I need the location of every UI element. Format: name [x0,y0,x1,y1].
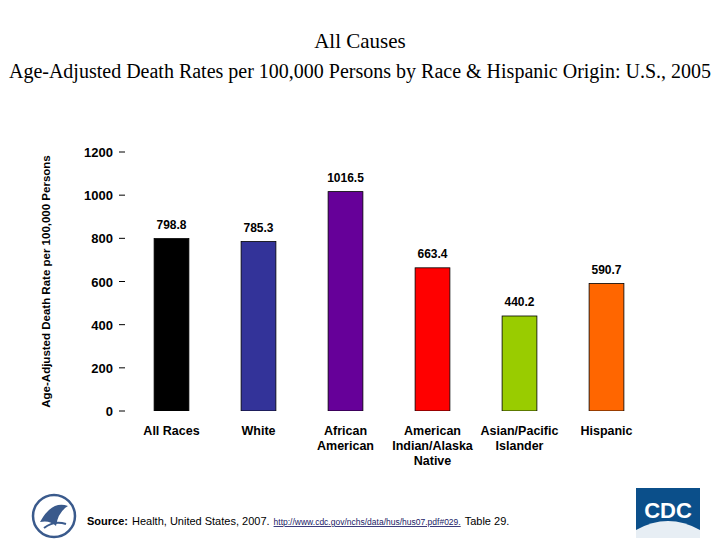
source-text: Health, United States, 2007. [132,515,270,527]
x-tick-label: All Races [143,424,199,438]
y-tick-label: 400 [91,318,113,333]
bar [589,284,624,411]
x-tick-label-line: African [324,424,367,438]
x-tick-label-line: Islander [496,439,544,453]
y-ticks: 0 200 400 600 800 1000 1200 [84,145,125,419]
y-tick [119,367,125,368]
hhs-ring [33,495,75,537]
source-label: Source: [87,515,128,527]
y-tick [119,281,125,282]
title: All Causes [314,29,406,53]
subtitle: Age-Adjusted Death Rates per 100,000 Per… [9,60,711,83]
x-tick-label: White [241,424,275,438]
y-tick [119,238,125,239]
y-tick-label: 200 [91,361,113,376]
cdc-logo: CDC [636,488,700,538]
x-tick-label-line: Asian/Pacific [481,424,559,438]
x-tick-label-line: All Races [143,424,199,438]
x-tick-label-line: American [317,439,374,453]
data-label: 663.4 [417,247,447,261]
data-label: 798.8 [156,218,186,232]
subtitle-line: Age-Adjusted Death Rates per 100,000 Per… [9,60,711,83]
chart: All Causes Age-Adjusted Death Rates per 1… [0,0,720,540]
y-tick-label: 600 [91,275,113,290]
cdc-box [636,488,700,538]
y-tick-label: 1000 [84,188,113,203]
data-label: 1016.5 [327,171,364,185]
hhs-logo [33,495,75,537]
bars [154,192,624,411]
cdc-swoosh [636,521,700,538]
y-tick [119,195,125,196]
x-tick-label-line: Native [414,454,452,468]
x-tick-label: AmericanIndian/AlaskaNative [392,424,474,468]
bar [241,242,276,411]
data-label: 785.3 [243,221,273,235]
page: {"chart_data": {"type": "bar", "title": … [0,0,720,540]
source-note: Table 29. [465,515,510,527]
y-tick [119,152,125,153]
cdc-logo-text: CDC [644,498,692,523]
y-tick [119,411,125,412]
data-label: 440.2 [504,295,534,309]
bar [502,316,537,411]
x-tick-label-line: American [404,424,461,438]
data-label: 590.7 [591,263,621,277]
x-tick-label-line: White [241,424,275,438]
x-tick-label: AfricanAmerican [317,424,374,453]
x-labels: All RacesWhiteAfricanAmericanAmericanInd… [143,424,632,468]
source-url: http://www.cdc.gov/nchs/data/hus/hus07.p… [274,517,461,527]
x-tick-label-line: Hispanic [580,424,632,438]
data-labels: 798.8 785.3 1016.5 663.4 440.2 590.7 [156,171,621,309]
bar [328,192,363,411]
y-tick [119,324,125,325]
y-axis-label: Age-Adjusted Death Rate per 100,000 Pers… [40,155,52,407]
bar [415,268,450,411]
y-tick-label: 1200 [84,145,113,160]
hhs-stroke [44,523,66,528]
x-tick-label: Asian/PacificIslander [481,424,559,453]
source: Source: Health, United States, 2007. http:… [87,515,509,527]
x-tick-label-line: Indian/Alaska [392,439,474,453]
x-tick-label: Hispanic [580,424,632,438]
bar [154,239,189,411]
y-tick-label: 800 [91,231,113,246]
y-tick-label: 0 [106,404,113,419]
